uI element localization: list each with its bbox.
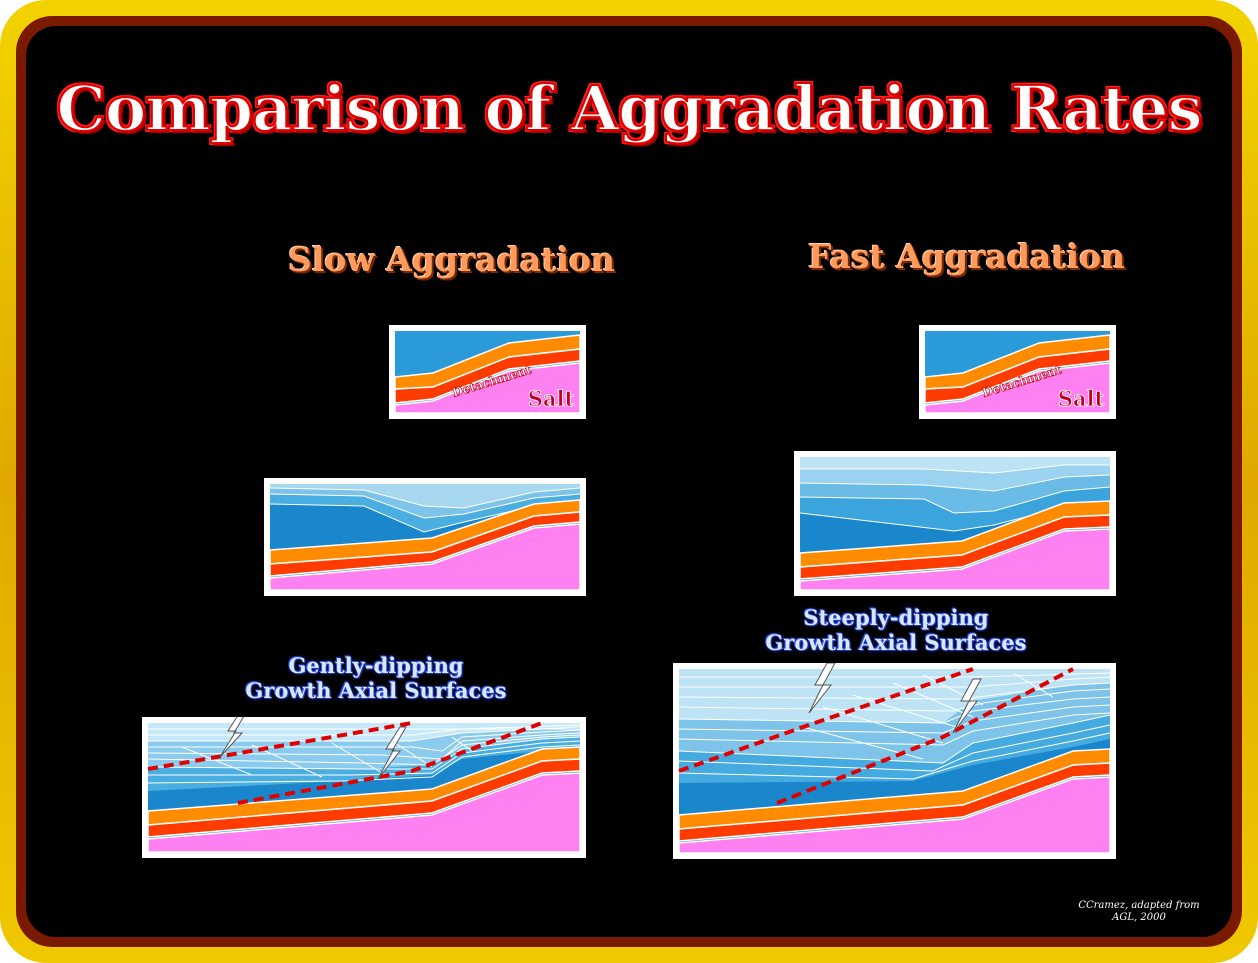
- lightning-icon: [952, 678, 982, 734]
- fast-intermediate-section: [794, 451, 1116, 596]
- slow-initial-section: Detachment Salt: [389, 325, 586, 419]
- fast-axial-surface-label: Steeply-dipping Growth Axial Surfaces: [746, 605, 1046, 655]
- red-bed: [147, 758, 581, 838]
- axial-surface-right: [237, 721, 543, 805]
- fast-final-section: [673, 663, 1116, 859]
- red-bed: [799, 514, 1111, 580]
- salt-layer: [394, 362, 581, 414]
- lightning-icon: [377, 726, 407, 780]
- salt-layer: [678, 776, 1111, 854]
- salt-label: Salt: [1058, 386, 1105, 411]
- growth-strata: [270, 494, 580, 532]
- annotation-line-2: Growth Axial Surfaces: [245, 678, 507, 703]
- annotation-line-1: Steeply-dipping: [803, 605, 989, 630]
- growth-strata: [800, 465, 1110, 491]
- axial-surface-left: [678, 667, 974, 773]
- salt-layer: [147, 772, 581, 853]
- growth-strata: [148, 727, 580, 769]
- slide-title: Comparison of Aggradation Rates: [55, 71, 1203, 146]
- fast-initial-section: Detachment Salt: [919, 325, 1116, 419]
- growth-strata: [800, 487, 1110, 531]
- red-bed: [924, 348, 1111, 404]
- credit-line-2: AGL, 2000: [1112, 912, 1166, 923]
- lightning-icon: [219, 717, 244, 758]
- lightning-icon: [808, 663, 836, 714]
- axial-surface-left: [147, 721, 413, 771]
- red-bed: [394, 348, 581, 404]
- salt-layer: [924, 362, 1111, 414]
- fast-aggradation-heading: Fast Aggradation: [808, 237, 1126, 276]
- annotation-line-2: Growth Axial Surfaces: [765, 630, 1027, 655]
- annotation-line-1: Gently-dipping: [288, 653, 464, 678]
- slow-final-section: [142, 717, 586, 858]
- credit-line-1: CCramez, adapted from: [1078, 900, 1200, 911]
- source-credit: CCramez, adapted from AGL, 2000: [1064, 900, 1214, 924]
- axial-surface-right: [776, 667, 1074, 805]
- growth-strata-top: [148, 723, 580, 741]
- salt-layer: [269, 523, 581, 591]
- growth-strata: [679, 715, 1110, 783]
- salt-label: Salt: [528, 386, 575, 411]
- red-bed: [678, 762, 1111, 842]
- salt-layer: [799, 528, 1111, 591]
- slow-intermediate-section: [264, 478, 586, 596]
- growth-strata-top: [270, 484, 580, 508]
- slow-axial-surface-label: Gently-dipping Growth Axial Surfaces: [226, 653, 526, 703]
- red-bed: [269, 511, 581, 577]
- growth-strata: [679, 683, 1110, 763]
- slow-aggradation-heading: Slow Aggradation: [288, 240, 616, 279]
